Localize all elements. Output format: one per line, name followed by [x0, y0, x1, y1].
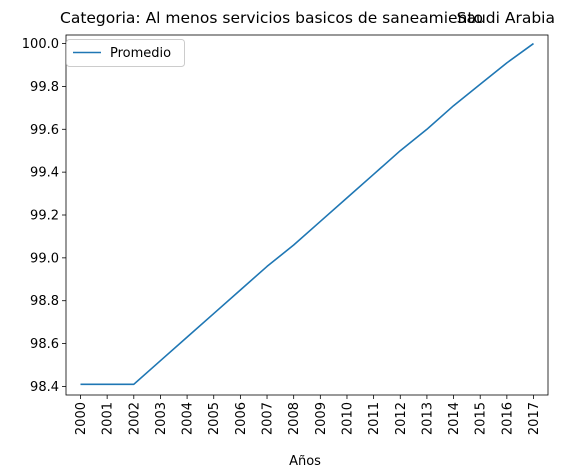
x-tick-label: 2011 [367, 402, 382, 435]
x-tick-label: 2016 [500, 402, 515, 435]
x-tick-label: 2014 [447, 402, 462, 435]
y-tick-label: 99.2 [30, 209, 59, 224]
y-tick-label: 98.6 [30, 337, 59, 352]
y-tick-label: 98.4 [30, 380, 59, 395]
y-tick-label: 100.0 [22, 37, 59, 52]
x-tick-label: 2017 [527, 402, 542, 435]
x-tick-label: 2006 [234, 402, 249, 435]
x-tick-label: 2004 [181, 402, 196, 435]
x-axis-label: Años [289, 454, 321, 469]
y-tick-label: 99.6 [30, 123, 59, 138]
legend-label-promedio: Promedio [110, 46, 171, 61]
chart-title: Categoria: Al menos servicios basicos de… [60, 9, 483, 27]
x-tick-label: 2015 [474, 402, 489, 435]
x-tick-label: 2009 [314, 402, 329, 435]
x-tick-label: 2005 [207, 402, 222, 435]
x-tick-label: 2001 [101, 402, 116, 435]
x-tick-label: 2012 [394, 402, 409, 435]
y-tick-label: 99.8 [30, 80, 59, 95]
y-tick-label: 98.8 [30, 294, 59, 309]
chart-title-right: Saudi Arabia [457, 9, 555, 27]
x-tick-label: 2000 [74, 402, 89, 435]
y-tick-label: 99.0 [30, 251, 59, 266]
x-tick-label: 2008 [287, 402, 302, 435]
legend: Promedio [67, 40, 185, 67]
x-tick-label: 2003 [154, 402, 169, 435]
x-tick-label: 2010 [340, 402, 355, 435]
x-tick-label: 2007 [261, 402, 276, 435]
y-tick-label: 99.4 [30, 166, 59, 181]
x-tick-label: 2013 [420, 402, 435, 435]
x-tick-label: 2002 [127, 402, 142, 435]
